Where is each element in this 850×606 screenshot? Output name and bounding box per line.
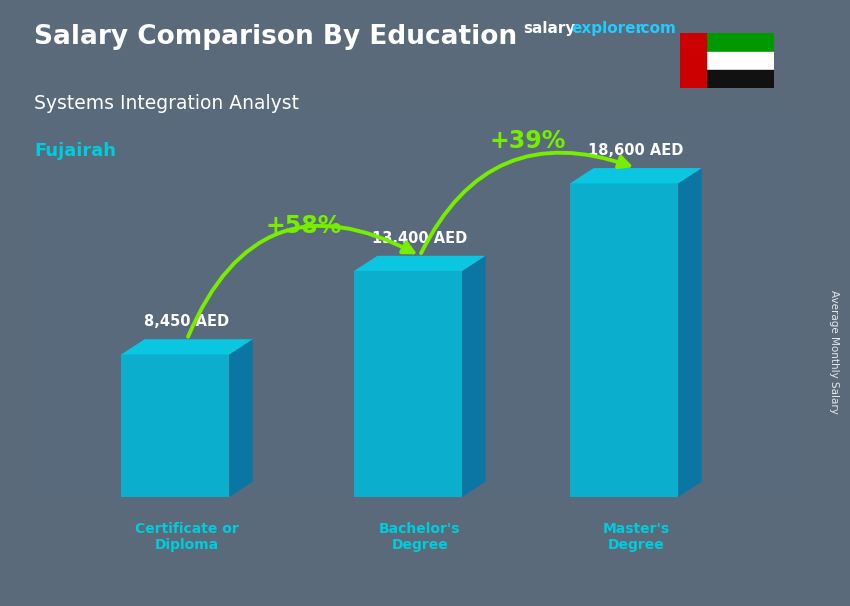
Polygon shape (122, 339, 252, 355)
Polygon shape (570, 183, 678, 497)
Polygon shape (354, 256, 485, 271)
Text: +58%: +58% (265, 215, 342, 239)
Bar (680, 33, 774, 52)
Bar (680, 70, 774, 88)
Polygon shape (462, 256, 485, 497)
Text: Systems Integration Analyst: Systems Integration Analyst (34, 94, 299, 113)
Text: 8,450 AED: 8,450 AED (144, 314, 230, 329)
Text: Salary Comparison By Education: Salary Comparison By Education (34, 24, 517, 50)
Polygon shape (354, 271, 462, 497)
Text: Bachelor's
Degree: Bachelor's Degree (379, 522, 461, 553)
Text: +39%: +39% (490, 129, 566, 153)
Text: 13,400 AED: 13,400 AED (372, 231, 468, 245)
Text: Average Monthly Salary: Average Monthly Salary (829, 290, 839, 413)
Polygon shape (230, 339, 252, 497)
Polygon shape (570, 168, 702, 183)
Text: Certificate or
Diploma: Certificate or Diploma (135, 522, 239, 553)
Text: Master's
Degree: Master's Degree (603, 522, 670, 553)
Polygon shape (678, 168, 702, 497)
Text: .com: .com (636, 21, 677, 36)
Bar (680, 33, 705, 88)
Polygon shape (122, 355, 230, 497)
Bar (680, 52, 774, 70)
Text: salary: salary (523, 21, 575, 36)
Text: Fujairah: Fujairah (34, 142, 116, 161)
Text: explorer: explorer (571, 21, 643, 36)
Text: 18,600 AED: 18,600 AED (588, 143, 683, 158)
